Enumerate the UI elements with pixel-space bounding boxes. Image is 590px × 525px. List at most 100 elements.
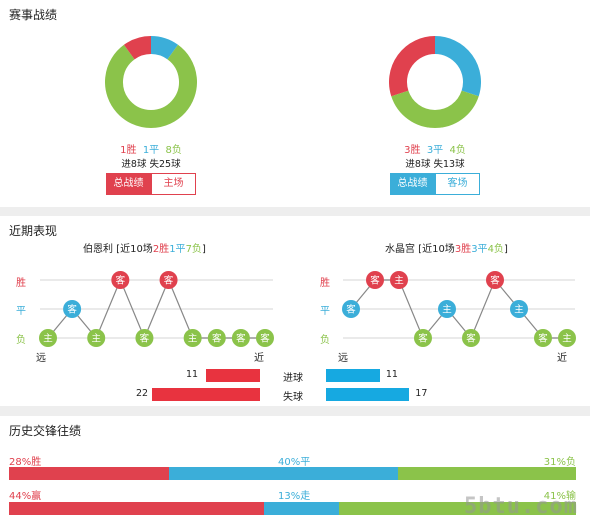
away-donut-loss <box>391 90 479 128</box>
away-wdl: 3胜 3平 4负 <box>364 141 506 156</box>
home-recent-wins: 2胜 <box>152 244 170 255</box>
home-wins: 1胜 <box>120 145 137 156</box>
home-match-dot <box>183 329 202 347</box>
history-row2-push-bar <box>263 502 339 515</box>
away-match-point[interactable]: 客 <box>462 329 480 347</box>
away-match-point[interactable]: 客 <box>342 300 360 318</box>
section-title-record: 赛事战绩 <box>9 8 58 22</box>
away-match-dot <box>510 300 528 318</box>
away-match-dot <box>438 300 456 318</box>
away-match-point[interactable]: 主 <box>390 271 408 289</box>
away-match-venue: 主 <box>562 333 572 345</box>
away-match-dot <box>486 271 504 289</box>
home-y-label-loss: 负 <box>16 335 26 346</box>
home-match-point[interactable]: 客 <box>135 329 154 347</box>
home-match-point[interactable]: 主 <box>183 329 202 347</box>
home-match-dot <box>135 329 154 347</box>
away-near-label: 近 <box>557 353 567 364</box>
away-donut-draw <box>434 36 481 97</box>
history-panel: 历史交锋往绩 28%胜 40%平 31%负 44%赢 13%走 41%输 5bt… <box>0 416 590 525</box>
home-match-dot <box>159 271 178 289</box>
recent-panel: 近期表现 伯恩利 [近10场2胜1平7负] 水晶宫 [近10场3胜3平4负] 胜… <box>0 216 590 406</box>
away-goals-for-value: 11 <box>385 369 398 380</box>
home-team-name: 伯恩利 <box>83 244 113 255</box>
home-y-label-win: 胜 <box>16 278 26 289</box>
home-recent-losses: 7负 <box>185 244 202 255</box>
home-goals-for-value: 11 <box>186 369 199 380</box>
away-match-point[interactable]: 主 <box>510 300 528 318</box>
away-far-label: 远 <box>338 353 348 364</box>
away-match-dot <box>414 329 432 347</box>
home-match-dot <box>207 329 226 347</box>
home-goals-against-bar <box>152 388 260 401</box>
home-tab-venue[interactable]: 主场 <box>151 173 196 195</box>
home-draws: 1平 <box>142 145 160 156</box>
home-match-venue: 客 <box>116 275 126 287</box>
home-match-point[interactable]: 客 <box>256 329 274 347</box>
home-recent-chart: 主客主客客客主客客客 <box>39 271 274 347</box>
away-y-label-draw: 平 <box>320 306 330 317</box>
away-match-point[interactable]: 主 <box>438 300 456 318</box>
home-match-venue: 客 <box>236 333 246 345</box>
away-match-venue: 客 <box>418 333 428 345</box>
away-match-venue: 主 <box>394 275 404 287</box>
away-match-point[interactable]: 主 <box>558 329 576 347</box>
history-row1-right: 31%负 <box>543 457 576 468</box>
history-row2-right: 41%输 <box>543 491 576 502</box>
away-tab-total[interactable]: 总战绩 <box>390 173 435 195</box>
goals-for-label: 进球 <box>283 373 303 384</box>
away-recent-wins: 3胜 <box>454 244 472 255</box>
home-match-point[interactable]: 主 <box>39 329 57 347</box>
away-recent-losses: 4负 <box>487 244 504 255</box>
home-match-dot <box>256 329 274 347</box>
home-losses: 8负 <box>165 145 182 156</box>
home-match-point[interactable]: 客 <box>159 271 178 289</box>
history-row1-loss-bar <box>398 467 576 480</box>
home-donut-draw <box>150 36 179 60</box>
home-tab-total[interactable]: 总战绩 <box>106 173 151 195</box>
watermark-logo: 5btu.com <box>464 494 578 519</box>
away-match-point[interactable]: 客 <box>534 329 552 347</box>
away-goals-for-bar <box>326 369 380 382</box>
home-goals-for-bar <box>206 369 260 382</box>
away-goals-against-bar <box>326 388 410 401</box>
home-match-venue: 客 <box>67 304 77 316</box>
home-match-point[interactable]: 主 <box>87 329 106 347</box>
away-match-point[interactable]: 客 <box>486 271 504 289</box>
home-donut-loss <box>105 44 197 128</box>
home-match-venue: 客 <box>212 333 222 345</box>
home-far-label: 远 <box>36 353 46 364</box>
home-match-point[interactable]: 客 <box>207 329 226 347</box>
away-match-venue: 客 <box>538 333 548 345</box>
home-trend-line <box>47 278 265 340</box>
away-match-dot <box>534 329 552 347</box>
home-goals: 进8球 失25球 <box>121 159 181 170</box>
home-match-point[interactable]: 客 <box>231 329 250 347</box>
history-row1-draw-bar <box>169 467 399 480</box>
away-trend-line <box>350 278 567 340</box>
away-match-point[interactable]: 客 <box>366 271 384 289</box>
away-match-point[interactable]: 客 <box>414 329 432 347</box>
history-row2-mid: 13%走 <box>278 491 311 502</box>
goals-against-label: 失球 <box>283 392 303 403</box>
away-record-tabs: 总战绩 客场 <box>390 173 480 195</box>
home-match-venue: 客 <box>260 333 270 345</box>
away-match-venue: 主 <box>514 304 524 316</box>
away-match-dot <box>390 271 408 289</box>
home-match-point[interactable]: 客 <box>111 271 130 289</box>
away-tab-venue[interactable]: 客场 <box>435 173 480 195</box>
away-match-venue: 客 <box>490 275 500 287</box>
history-row2-left: 44%赢 <box>9 491 42 502</box>
away-draws: 3平 <box>426 145 444 156</box>
home-near-label: 近 <box>254 353 264 364</box>
home-match-venue: 主 <box>91 333 101 345</box>
home-match-venue: 主 <box>188 333 198 345</box>
away-losses: 4负 <box>449 145 466 156</box>
away-recent-chart: 客客 主客主客客主客主 <box>342 271 576 347</box>
away-match-dot <box>366 271 384 289</box>
record-panel: 赛事战绩 1胜 1平 8负 进8球 失25球 总战绩 主场 3胜 3平 4负 进… <box>0 0 590 207</box>
home-wdl: 1胜 1平 8负 <box>80 141 222 156</box>
away-recent-title: 水晶宫 [近10场3胜3平4负] <box>385 244 508 255</box>
home-recent-title: 伯恩利 [近10场2胜1平7负] <box>83 244 206 255</box>
home-match-point[interactable]: 客 <box>63 300 82 318</box>
